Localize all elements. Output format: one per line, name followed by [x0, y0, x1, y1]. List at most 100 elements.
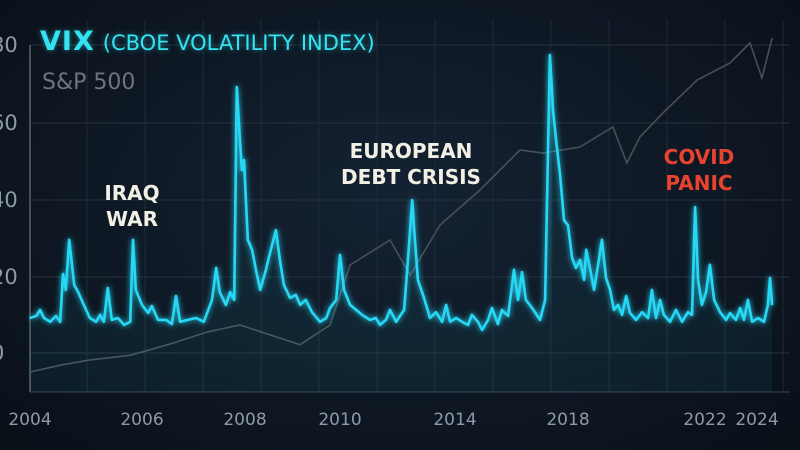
vix-point: [43, 317, 45, 319]
vix-point: [697, 279, 699, 281]
vix-point: [151, 305, 153, 307]
vix-point: [769, 277, 771, 279]
vix-point: [236, 86, 238, 88]
vix-point: [725, 319, 727, 321]
vix-point: [117, 317, 119, 319]
vix-point: [107, 287, 109, 289]
vix-point: [691, 314, 693, 316]
chart-title: VIX (CBOE VOLATILITY INDEX): [40, 26, 375, 57]
vix-point: [355, 309, 357, 311]
x-tick-label: 2004: [8, 410, 52, 430]
y-tick-label: 60: [0, 111, 18, 135]
vix-point: [497, 323, 499, 325]
vix-point: [407, 257, 409, 259]
vix-point: [165, 319, 167, 321]
vix-point: [132, 239, 134, 241]
vix-point: [99, 314, 101, 316]
vix-point: [687, 311, 689, 313]
vix-point: [441, 321, 443, 323]
vix-point: [247, 239, 249, 241]
vix-point: [62, 273, 64, 275]
vix-point: [593, 289, 595, 291]
vix-point: [395, 321, 397, 323]
vix-point: [283, 284, 285, 286]
vix-point: [501, 309, 503, 311]
vix-point: [325, 317, 327, 319]
annotation-covid-panic: COVID PANIC: [664, 144, 735, 196]
vix-point: [455, 317, 457, 319]
vix-point: [575, 267, 577, 269]
vix-point: [295, 294, 297, 296]
vix-point: [265, 269, 267, 271]
vix-point: [73, 284, 75, 286]
vix-point: [103, 321, 105, 323]
annotation-line: IRAQ: [104, 181, 160, 205]
vix-point: [659, 299, 661, 301]
vix-point: [39, 309, 41, 311]
vix-point: [477, 321, 479, 323]
vix-point: [521, 271, 523, 273]
vix-point: [743, 319, 745, 321]
x-tick-label: 2008: [223, 410, 267, 430]
vix-point: [757, 317, 759, 319]
vix-point: [389, 309, 391, 311]
vix-point: [289, 297, 291, 299]
vix-point: [349, 304, 351, 306]
vix-point: [641, 311, 643, 313]
vix-point: [259, 289, 261, 291]
vix-point: [563, 219, 565, 221]
vix-point: [771, 304, 773, 306]
vix-point: [552, 109, 554, 111]
vix-point: [544, 299, 546, 301]
vix-point: [629, 312, 631, 314]
vix-point: [147, 312, 149, 314]
vix-point: [435, 311, 437, 313]
vix-point: [279, 261, 281, 263]
title-vix: VIX: [40, 26, 95, 57]
vix-point: [187, 319, 189, 321]
vix-point: [135, 289, 137, 291]
vix-point: [239, 139, 241, 141]
vix-point: [735, 319, 737, 321]
vix-point: [647, 317, 649, 319]
vix-point: [579, 259, 581, 261]
x-tick-label: 2024: [735, 410, 779, 430]
vix-point: [694, 206, 696, 208]
vix-point: [299, 304, 301, 306]
vix-point: [275, 229, 277, 231]
vix-point: [621, 314, 623, 316]
vix-point: [675, 309, 677, 311]
vix-point: [609, 289, 611, 291]
vix-point: [763, 321, 765, 323]
vix-point: [467, 324, 469, 326]
vix-point: [539, 319, 541, 321]
vix-point: [423, 297, 425, 299]
vix-point: [445, 304, 447, 306]
vix-point: [375, 317, 377, 319]
vix-point: [555, 139, 557, 141]
vix-point: [517, 299, 519, 301]
vix-point: [411, 199, 413, 201]
vix-point: [241, 169, 243, 171]
vix-point: [481, 329, 483, 331]
vix-point: [379, 324, 381, 326]
vix-line: [29, 53, 774, 332]
vix-point: [747, 299, 749, 301]
vix-point: [571, 257, 573, 259]
vix-point: [243, 159, 245, 161]
vix-point: [549, 54, 551, 56]
vix-point: [513, 269, 515, 271]
annotation-line: PANIC: [665, 171, 733, 195]
vix-point: [195, 317, 197, 319]
vix-point: [269, 251, 271, 253]
vix-point: [729, 312, 731, 314]
vix-point: [385, 319, 387, 321]
vix-point: [65, 289, 67, 291]
vix-point: [179, 321, 181, 323]
x-tick-label: 2006: [120, 410, 164, 430]
vix-point: [751, 321, 753, 323]
vix-point: [49, 321, 51, 323]
vix-point: [471, 314, 473, 316]
vix-point: [55, 315, 57, 317]
